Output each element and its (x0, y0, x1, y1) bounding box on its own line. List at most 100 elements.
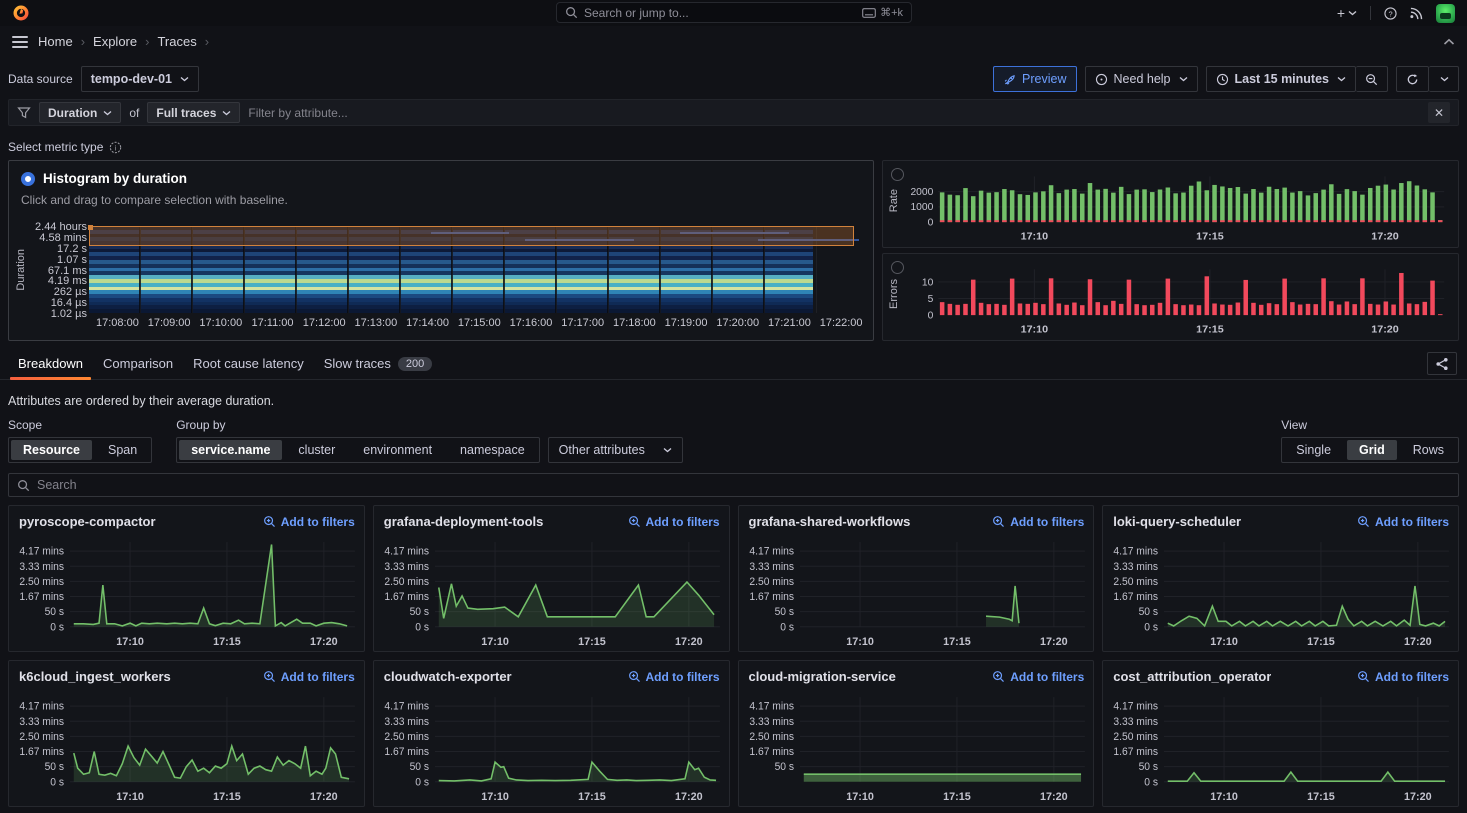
breadcrumb-explore[interactable]: Explore (93, 34, 138, 49)
service-panel: k6cloud_ingest_workers Add to filters 17:1… (8, 660, 365, 807)
service-panel-title: grafana-shared-workflows (748, 514, 911, 529)
search-plus-icon (993, 671, 1005, 682)
view-option-rows[interactable]: Rows (1412, 443, 1444, 457)
duration-filter-dropdown[interactable]: Duration (39, 102, 122, 123)
heatmap-y-tick: 67.1 ms (47, 264, 87, 277)
search-plus-icon (1358, 671, 1369, 682)
add-to-filters-button[interactable]: Add to filters (1357, 670, 1449, 684)
histogram-radio-selected[interactable] (21, 172, 35, 186)
scope-option-span[interactable]: Span (107, 443, 138, 457)
svg-text:4.17 mins: 4.17 mins (1114, 547, 1159, 558)
add-to-filters-button[interactable]: Add to filters (1357, 515, 1449, 529)
groupby-option-service-name[interactable]: service.name (179, 440, 283, 460)
menu-icon[interactable] (12, 35, 28, 48)
scope-label: Scope (8, 418, 43, 432)
other-attributes-select[interactable]: Other attributes (547, 437, 683, 463)
news-rss-icon[interactable] (1410, 7, 1423, 20)
add-to-filters-label: Add to filters (280, 514, 355, 529)
add-to-filters-button[interactable]: Add to filters (992, 670, 1084, 684)
svg-text:0 s: 0 s (780, 622, 794, 633)
scope-option-resource[interactable]: Resource (11, 440, 92, 460)
help-icon[interactable]: ? (1384, 6, 1397, 20)
errors-panel[interactable]: Errors 17:10 17:15 17:20 0 5 10 (882, 253, 1459, 341)
rate-panel[interactable]: Rate 17:10 17:15 17:20 0 1000 2000 (882, 160, 1459, 248)
top-nav: ⌘+k + ? (0, 0, 1467, 26)
add-to-filters-label: Add to filters (645, 514, 720, 529)
preview-button[interactable]: Preview (993, 66, 1077, 92)
service-panel-header: loki-query-scheduler Add to filters (1103, 506, 1458, 531)
breadcrumb-home[interactable]: Home (38, 34, 73, 49)
duration-heatmap[interactable] (88, 225, 867, 313)
tab-root-cause-latency[interactable]: Root cause latency (193, 356, 304, 371)
grafana-deployment-tools-chart-area: 17:10 17:15 17:20 4.17 mins 3.33 mins 2.50 mi… (376, 534, 727, 649)
groupby-option-cluster[interactable]: cluster (298, 443, 336, 457)
svg-text:3.33 mins: 3.33 mins (1114, 562, 1159, 573)
chevron-down-icon (222, 110, 231, 115)
search-plus-icon (628, 671, 640, 682)
global-search-input[interactable] (584, 5, 857, 20)
tab-slow-traces[interactable]: Slow traces 200 (314, 350, 443, 379)
new-button[interactable]: + (1337, 5, 1357, 21)
need-help-button[interactable]: Need help (1084, 66, 1198, 92)
search-plus-icon (263, 516, 275, 527)
time-range-label: Last 15 minutes (1234, 72, 1329, 86)
add-to-filters-button[interactable]: Add to filters (628, 515, 720, 529)
attribute-search-input[interactable] (37, 478, 1450, 492)
heatmap-x-tick: 17:12:00 (302, 317, 346, 329)
user-avatar[interactable] (1436, 3, 1455, 23)
add-to-filters-button[interactable]: Add to filters (263, 670, 355, 684)
svg-text:2.50 mins: 2.50 mins (384, 732, 429, 743)
search-icon (566, 7, 578, 19)
datasource-picker[interactable]: tempo-dev-01 (80, 66, 199, 92)
breadcrumb-separator: › (80, 34, 86, 49)
view-option-grid[interactable]: Grid (1347, 440, 1397, 460)
time-range-picker[interactable]: Last 15 minutes (1205, 66, 1356, 92)
breadcrumb-traces[interactable]: Traces (157, 34, 197, 49)
svg-text:1.67 mins: 1.67 mins (19, 747, 64, 758)
svg-text:1.67 mins: 1.67 mins (384, 747, 429, 758)
svg-text:50 s: 50 s (1139, 607, 1158, 618)
tab-comparison[interactable]: Comparison (103, 356, 174, 371)
breadcrumb-separator: › (145, 34, 150, 49)
groupby-option-namespace[interactable]: namespace (460, 443, 525, 457)
zoom-out-button[interactable] (1356, 66, 1388, 92)
attribute-filter-input[interactable] (248, 105, 1420, 120)
clear-filter-close-icon[interactable]: ✕ (1428, 102, 1450, 123)
collapse-chevron-up-icon[interactable] (1443, 38, 1455, 46)
attribute-search-box[interactable] (8, 473, 1459, 497)
add-to-filters-button[interactable]: Add to filters (263, 515, 355, 529)
share-button[interactable] (1427, 352, 1457, 375)
histogram-panel[interactable]: Histogram by duration Click and drag to … (8, 160, 874, 341)
refresh-interval-dropdown[interactable] (1429, 66, 1459, 92)
scope-group: Resource Span (8, 437, 153, 463)
refresh-icon (1407, 73, 1418, 84)
view-option-single[interactable]: Single (1296, 443, 1332, 457)
svg-text:3.33 mins: 3.33 mins (19, 717, 64, 728)
heatmap-sparse-mark (680, 232, 790, 235)
svg-text:50 s: 50 s (774, 762, 793, 773)
groupby-option-environment[interactable]: environment (363, 443, 433, 457)
svg-text:17:20: 17:20 (1404, 791, 1432, 803)
heatmap-x-axis: 17:08:00 17:09:00 17:10:00 17:11:00 17:12:00… (89, 317, 867, 331)
trace-type-dropdown[interactable]: Full traces (147, 102, 241, 123)
tab-breakdown[interactable]: Breakdown (8, 350, 93, 380)
add-to-filters-label: Add to filters (1375, 669, 1449, 684)
rate-chart: 17:10 17:15 17:20 0 1000 2000 (910, 176, 1445, 242)
search-shortcut: ⌘+k (862, 6, 903, 19)
add-to-filters-button[interactable]: Add to filters (628, 670, 720, 684)
heatmap-selection-box[interactable] (88, 225, 854, 247)
rate-radio-unselected[interactable] (891, 168, 904, 181)
svg-text:17:10: 17:10 (116, 791, 144, 803)
refresh-button[interactable] (1396, 66, 1429, 92)
selection-drag-handle[interactable] (88, 225, 93, 230)
datasource-value: tempo-dev-01 (90, 72, 172, 86)
add-to-filters-button[interactable]: Add to filters (992, 515, 1084, 529)
service-panel: grafana-shared-workflows Add to filters 17… (737, 505, 1095, 652)
svg-text:3.33 mins: 3.33 mins (384, 562, 429, 573)
svg-text:0 s: 0 s (1145, 622, 1159, 633)
global-search-box[interactable]: ⌘+k (556, 2, 912, 23)
grafana-logo-icon[interactable] (12, 4, 30, 22)
errors-radio-unselected[interactable] (891, 261, 904, 274)
view-label: View (1281, 418, 1308, 432)
search-plus-icon (1358, 516, 1369, 527)
